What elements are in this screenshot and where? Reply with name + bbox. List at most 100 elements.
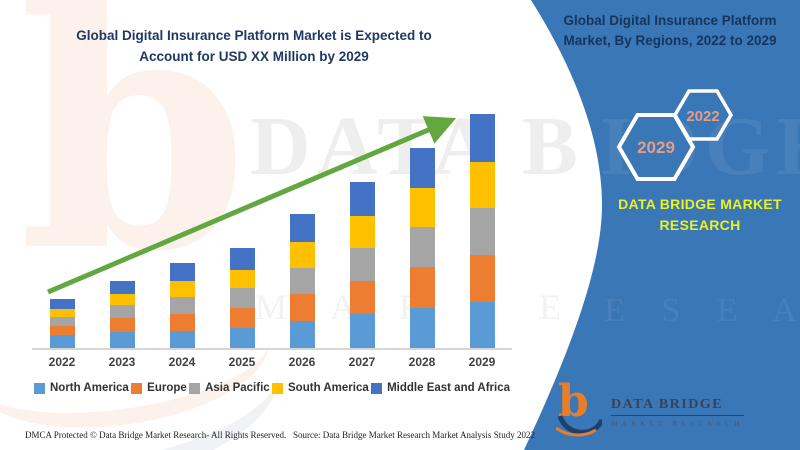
bar-segment [349, 216, 375, 248]
stacked-bar-2029 [469, 114, 495, 348]
footer-source-text: Source: Data Bridge Market Research Mark… [293, 430, 535, 440]
bar-slot-2026 [272, 214, 332, 348]
legend-label: Asia Pacific [205, 382, 270, 394]
hexagon-year-back: 2022 [686, 108, 719, 125]
brand-text: DATA BRIDGE MARKET RESEARCH [618, 196, 782, 233]
legend-label: Middle East and Africa [387, 382, 510, 394]
x-tick-label: 2027 [348, 355, 376, 369]
bar-segment [289, 242, 315, 268]
bar-segment [109, 281, 135, 294]
bar-segment [349, 248, 375, 281]
legend-swatch [34, 382, 45, 394]
databridge-logo: b DATA BRIDGE MARKET RESEARCH [556, 377, 744, 438]
plot-area [32, 95, 512, 350]
chart-legend: North America Europe Asia Pacific South Ame… [32, 382, 512, 394]
logo-swoosh-icon [556, 415, 602, 437]
hexagon-year-front: 2029 [637, 138, 675, 157]
bar-segment [49, 326, 75, 335]
legend-item: Asia Pacific [189, 382, 270, 394]
bar-segment [169, 263, 195, 281]
bar-segment [469, 208, 495, 255]
bar-segment [349, 281, 375, 314]
x-axis-labels: 2022 2023 2024 2025 2026 2027 2028 2029 [32, 355, 512, 369]
legend-label: South America [288, 382, 369, 394]
bar-segment [349, 314, 375, 348]
panel-title: Global Digital Insurance Platform Market… [563, 13, 777, 49]
bar-segment [49, 299, 75, 309]
bar-segment [409, 227, 435, 267]
bar-segment [229, 248, 255, 270]
legend-item: South America [272, 382, 369, 394]
legend-swatch [131, 382, 143, 394]
bar-segment [409, 188, 435, 227]
bar-segment [109, 305, 135, 318]
bar-segment [409, 308, 435, 348]
x-tick-label: 2029 [468, 355, 496, 369]
hexagon-years-graphic: 2022 2029 [616, 89, 734, 181]
stacked-bar-2025 [229, 248, 255, 348]
legend-item: Middle East and Africa [371, 382, 510, 394]
bar-segment [469, 302, 495, 348]
bar-slot-2027 [332, 182, 392, 348]
bar-slot-2023 [92, 281, 152, 348]
chart-region: 2022 2023 2024 2025 2026 2027 2028 2029 North A… [32, 95, 512, 394]
bar-segment [289, 321, 315, 348]
trend-arrow [47, 116, 457, 295]
bar-segment [409, 148, 435, 188]
chart-title: Global Digital Insurance Platform Market… [76, 28, 432, 64]
stacked-bar-2022 [49, 299, 75, 348]
bar-segment [289, 268, 315, 294]
bar-segment [229, 308, 255, 328]
x-tick-label: 2028 [408, 355, 436, 369]
bar-slot-2025 [212, 248, 272, 348]
stacked-bar-2027 [349, 182, 375, 348]
x-tick-label: 2025 [228, 355, 256, 369]
x-tick-label: 2024 [168, 355, 196, 369]
stacked-bar-2026 [289, 214, 315, 348]
bar-segment [289, 294, 315, 321]
bar-segment [409, 267, 435, 308]
bar-segment [169, 331, 195, 348]
legend-swatch [189, 382, 201, 394]
bar-slot-2028 [392, 148, 452, 348]
bar-segment [289, 214, 315, 242]
x-tick-label: 2026 [288, 355, 316, 369]
stacked-bar-2024 [169, 263, 195, 348]
bars-row [32, 95, 512, 348]
logo-title: DATA BRIDGE [611, 397, 744, 416]
bar-segment [229, 270, 255, 288]
bar-segment [169, 281, 195, 297]
bar-segment [469, 114, 495, 162]
legend-label: North America [50, 382, 129, 394]
bar-segment [229, 328, 255, 348]
bar-segment [109, 332, 135, 348]
bar-segment [49, 317, 75, 326]
bar-slot-2029 [452, 114, 512, 348]
logo-subtitle: MARKET RESEARCH [611, 418, 744, 428]
bar-segment [109, 294, 135, 305]
bar-segment [469, 162, 495, 208]
legend-swatch [272, 382, 284, 394]
legend-swatch [371, 382, 383, 394]
hexagon-2029 [616, 113, 696, 181]
x-tick-label: 2022 [48, 355, 76, 369]
bar-segment [349, 182, 375, 216]
bar-slot-2024 [152, 263, 212, 348]
legend-item: Europe [131, 382, 187, 394]
bar-segment [49, 309, 75, 317]
bar-segment [169, 314, 195, 331]
legend-item: North America [34, 382, 129, 394]
footer-dmca-text: DMCA Protected © Data Bridge Market Rese… [25, 430, 287, 440]
stacked-bar-2028 [409, 148, 435, 348]
bar-segment [169, 297, 195, 314]
x-tick-label: 2023 [108, 355, 136, 369]
bar-slot-2022 [32, 299, 92, 348]
bar-segment [49, 335, 75, 348]
bar-segment [229, 288, 255, 308]
stacked-bar-2023 [109, 281, 135, 348]
databridge-logo-icon: b [556, 377, 602, 438]
bar-segment [469, 255, 495, 302]
legend-label: Europe [147, 382, 187, 394]
bar-segment [109, 318, 135, 332]
